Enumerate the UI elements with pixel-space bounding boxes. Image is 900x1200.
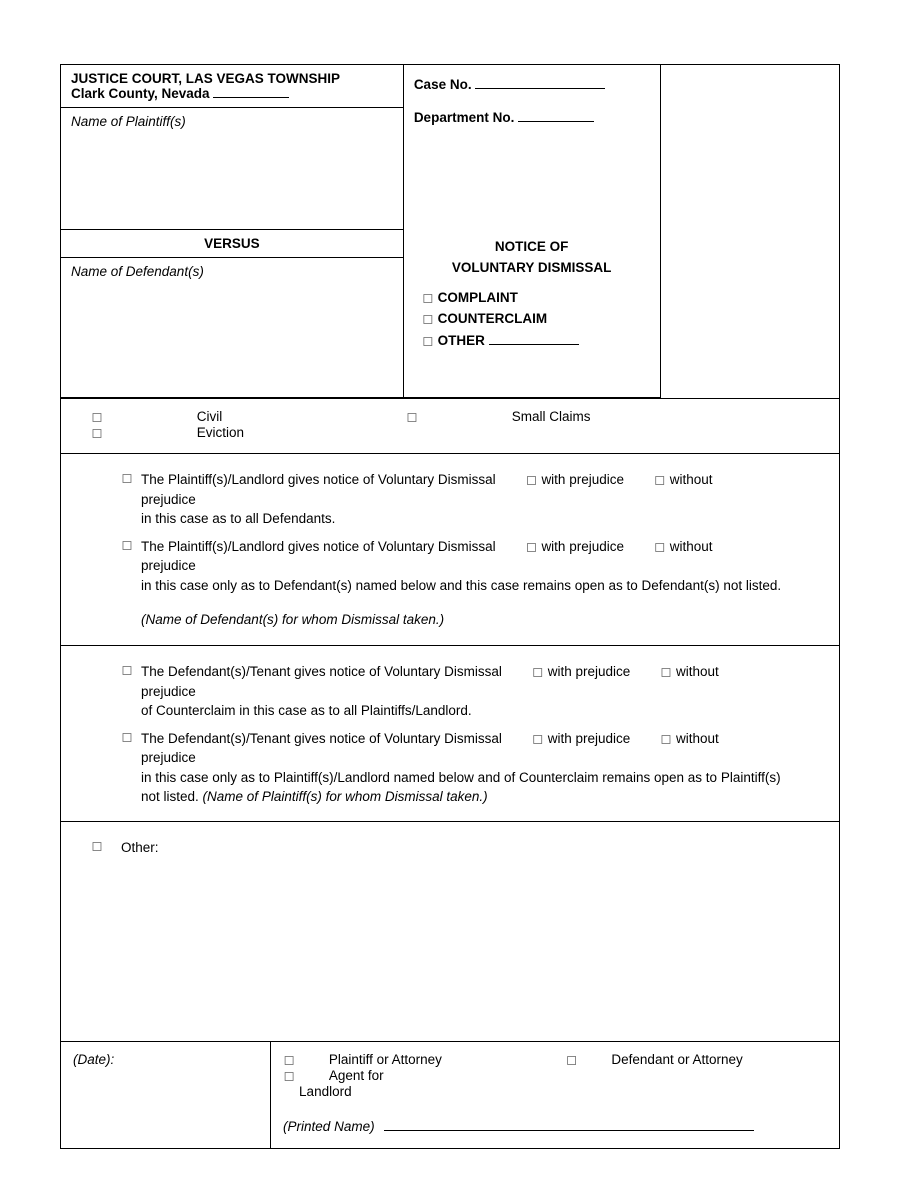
d1-tail: of Counterclaim in this case as to all P…	[141, 703, 472, 718]
checkbox-p1[interactable]: ◻	[121, 470, 133, 486]
defendant-label: Name of Defendant(s)	[71, 264, 204, 279]
caption-blank-right	[660, 65, 839, 398]
checkbox-other-type[interactable]: ◻	[422, 330, 434, 352]
defendant-dismissal-section: ◻ The Defendant(s)/Tenant gives notice o…	[61, 645, 839, 821]
court-name-line2: Clark County, Nevada	[71, 86, 210, 101]
case-caption-table: JUSTICE COURT, LAS VEGAS TOWNSHIP Clark …	[61, 65, 839, 398]
dept-no-input[interactable]	[518, 110, 594, 122]
checkbox-p2-without[interactable]: ◻	[654, 537, 666, 557]
p2-without2: prejudice	[141, 558, 196, 573]
court-name-line1: JUSTICE COURT, LAS VEGAS TOWNSHIP	[71, 71, 340, 86]
p2-tail: in this case only as to Defendant(s) nam…	[141, 578, 781, 593]
sign-opt2: Defendant or Attorney	[611, 1052, 742, 1067]
other-label: Other:	[121, 840, 159, 855]
d2-without: without	[676, 731, 719, 746]
p1-without: without	[670, 472, 713, 487]
printed-name-label: (Printed Name)	[283, 1119, 375, 1134]
case-no-label: Case No.	[414, 77, 472, 92]
checkbox-d1-with[interactable]: ◻	[532, 662, 544, 682]
d2-tail1: in this case only as to Plaintiff(s)/Lan…	[141, 770, 781, 785]
p1-lead: The Plaintiff(s)/Landlord gives notice o…	[141, 472, 496, 487]
p1-tail: in this case as to all Defendants.	[141, 511, 335, 526]
signature-row: (Date): ◻ Plaintiff or Attorney ◻ Defend…	[61, 1041, 839, 1148]
sign-opt1a: Plaintiff or Attorney	[329, 1052, 442, 1067]
checkbox-p1-without[interactable]: ◻	[654, 470, 666, 490]
notice-line1: NOTICE OF	[414, 236, 650, 258]
civil-label: Civil	[197, 409, 223, 424]
checkbox-p2[interactable]: ◻	[121, 537, 133, 553]
case-no-input[interactable]	[475, 77, 605, 89]
p1-without2: prejudice	[141, 492, 196, 507]
plaintiff-all-item: ◻ The Plaintiff(s)/Landlord gives notice…	[91, 470, 821, 529]
checkbox-other[interactable]: ◻	[91, 838, 103, 854]
case-no-cell: Case No. Department No.	[403, 65, 660, 230]
d2-with: with prejudice	[548, 731, 631, 746]
counterclaim-label: COUNTERCLAIM	[438, 311, 548, 326]
other-type-input[interactable]	[489, 333, 579, 345]
d2-tail2: not listed.	[141, 789, 203, 804]
p2-with: with prejudice	[541, 539, 624, 554]
p2-without: without	[670, 539, 713, 554]
defendant-all-item: ◻ The Defendant(s)/Tenant gives notice o…	[91, 662, 821, 721]
d1-with: with prejudice	[548, 664, 631, 679]
p2-lead: The Plaintiff(s)/Landlord gives notice o…	[141, 539, 496, 554]
court-header-cell: JUSTICE COURT, LAS VEGAS TOWNSHIP Clark …	[61, 65, 403, 108]
sign-opt1b: Landlord	[283, 1084, 827, 1099]
d2-without2: prejudice	[141, 750, 196, 765]
checkbox-d2[interactable]: ◻	[121, 729, 133, 745]
case-type-row: ◻ Civil ◻ Small Claims ◻ Eviction	[61, 398, 839, 453]
checkbox-d1[interactable]: ◻	[121, 662, 133, 678]
checkbox-d2-with[interactable]: ◻	[532, 729, 544, 749]
defendant-name-cell[interactable]: Name of Defendant(s)	[61, 258, 403, 398]
checkbox-counterclaim[interactable]: ◻	[422, 308, 434, 330]
dept-no-label: Department No.	[414, 110, 515, 125]
notice-line2: VOLUNTARY DISMISSAL	[414, 257, 650, 279]
notice-title-cell: NOTICE OF VOLUNTARY DISMISSAL ◻ COMPLAIN…	[403, 230, 660, 398]
other-section: ◻ Other:	[61, 821, 839, 1041]
plaintiff-named-item: ◻ The Plaintiff(s)/Landlord gives notice…	[91, 537, 821, 596]
printed-name-input[interactable]	[384, 1119, 754, 1131]
p1-with: with prejudice	[541, 472, 624, 487]
d2-note: (Name of Plaintiff(s) for whom Dismissal…	[203, 789, 488, 804]
checkbox-sign-plaintiff[interactable]: ◻	[283, 1052, 295, 1068]
d1-without: without	[676, 664, 719, 679]
date-label: (Date):	[73, 1052, 114, 1067]
signature-body: ◻ Plaintiff or Attorney ◻ Defendant or A…	[271, 1042, 839, 1148]
plaintiff-label: Name of Plaintiff(s)	[71, 114, 186, 129]
form-container: JUSTICE COURT, LAS VEGAS TOWNSHIP Clark …	[60, 64, 840, 1149]
checkbox-eviction[interactable]: ◻	[91, 425, 103, 441]
plaintiff-dismissal-section: ◻ The Plaintiff(s)/Landlord gives notice…	[61, 453, 839, 645]
eviction-label: Eviction	[197, 425, 244, 440]
d1-lead: The Defendant(s)/Tenant gives notice of …	[141, 664, 502, 679]
checkbox-p1-with[interactable]: ◻	[525, 470, 537, 490]
date-cell[interactable]: (Date):	[61, 1042, 271, 1148]
checkbox-sign-defendant[interactable]: ◻	[566, 1052, 578, 1068]
other-type-label: OTHER	[438, 333, 485, 348]
versus-cell: VERSUS	[61, 230, 403, 258]
court-blank	[213, 86, 289, 98]
checkbox-sign-agent[interactable]: ◻	[283, 1068, 295, 1084]
d1-without2: prejudice	[141, 684, 196, 699]
plaintiff-name-cell[interactable]: Name of Plaintiff(s)	[61, 108, 403, 230]
checkbox-civil[interactable]: ◻	[91, 409, 103, 425]
defendant-named-item: ◻ The Defendant(s)/Tenant gives notice o…	[91, 729, 821, 807]
checkbox-p2-with[interactable]: ◻	[525, 537, 537, 557]
small-claims-label: Small Claims	[512, 409, 591, 424]
sign-opt3: Agent for	[329, 1068, 384, 1083]
d2-lead: The Defendant(s)/Tenant gives notice of …	[141, 731, 502, 746]
versus-label: VERSUS	[204, 236, 260, 251]
checkbox-d2-without[interactable]: ◻	[660, 729, 672, 749]
checkbox-complaint[interactable]: ◻	[422, 287, 434, 309]
p2-note: (Name of Defendant(s) for whom Dismissal…	[91, 610, 821, 630]
checkbox-d1-without[interactable]: ◻	[660, 662, 672, 682]
complaint-label: COMPLAINT	[438, 290, 518, 305]
checkbox-small-claims[interactable]: ◻	[406, 409, 418, 425]
